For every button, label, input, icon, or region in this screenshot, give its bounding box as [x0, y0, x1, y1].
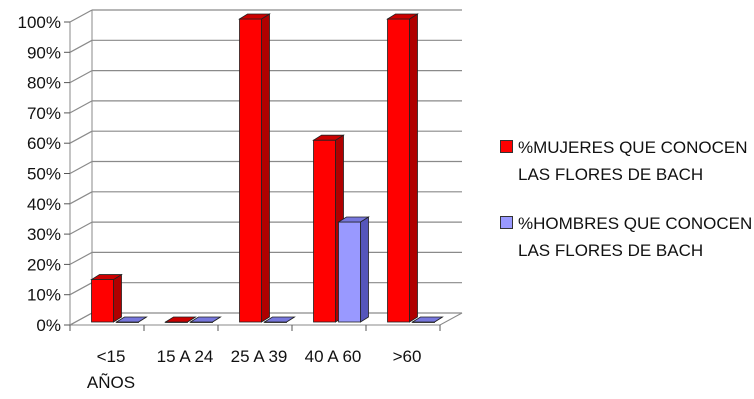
y-tick-label: 70%	[27, 104, 61, 123]
x-tick-label: 15 A 24	[157, 347, 214, 366]
legend: %MUJERES QUE CONOCEN LAS FLORES DE BACH …	[500, 134, 754, 286]
y-tick-label: 10%	[27, 286, 61, 305]
bar-mujeres-0-side	[113, 273, 122, 323]
bar-mujeres-3	[313, 139, 336, 323]
x-tick-label: AÑOS	[87, 373, 135, 392]
gridline-side	[69, 221, 93, 235]
gridline-side	[69, 160, 93, 175]
bar-mujeres-2	[239, 18, 262, 323]
y-tick-label: 90%	[27, 43, 61, 62]
gridline-side	[69, 312, 93, 326]
bar-hombres-3-top	[337, 216, 370, 223]
y-tick-label: 60%	[27, 134, 61, 153]
legend-item-hombres: %HOMBRES QUE CONOCEN LAS FLORES DE BACH	[500, 210, 754, 264]
bar-mujeres-4-top	[386, 13, 419, 20]
gridline-side	[69, 70, 93, 84]
bar-hombres-1-top	[189, 316, 222, 323]
gridline-side	[69, 282, 93, 296]
bar-mujeres-4	[387, 18, 410, 323]
gridline-side	[69, 191, 93, 205]
y-tick-label: 0%	[36, 316, 61, 335]
bar-hombres-2-top	[263, 316, 296, 323]
y-tick-label: 30%	[27, 225, 61, 244]
bar-mujeres-1-top	[164, 316, 197, 323]
bar-hombres-4-top	[411, 316, 444, 323]
gridline-side	[69, 130, 93, 144]
bar-mujeres-2-top	[238, 13, 271, 20]
x-tick-label: 25 A 39	[231, 347, 288, 366]
gridline-side	[69, 9, 93, 23]
gridline-side	[69, 39, 93, 53]
bar-mujeres-4-side	[409, 13, 418, 323]
legend-label-mujeres: %MUJERES QUE CONOCEN LAS FLORES DE BACH	[518, 138, 748, 184]
x-tick-label: <15	[97, 347, 126, 366]
y-tick-label: 80%	[27, 74, 61, 93]
legend-label-hombres: %HOMBRES QUE CONOCEN LAS FLORES DE BACH	[518, 214, 753, 260]
y-tick-label: 40%	[27, 195, 61, 214]
y-tick-label: 20%	[27, 255, 61, 274]
bar-mujeres-3-top	[312, 134, 345, 141]
x-tick-label: >60	[393, 347, 422, 366]
gridline-side	[69, 251, 93, 265]
bar-hombres-3-side	[360, 216, 369, 323]
bar-hombres-3	[338, 221, 361, 323]
y-tick-label: 50%	[27, 165, 61, 184]
bar-mujeres-0-top	[90, 274, 123, 280]
gridline-side	[69, 100, 93, 114]
y-tick-label: 100%	[18, 13, 61, 32]
y-axis-ticks: 0% 10% 20% 30% 40% 50% 60% 70% 80% 90% 100%	[18, 13, 61, 335]
x-axis-ticks: <15 AÑOS 15 A 24 25 A 39 40 A 60 >60	[87, 347, 422, 392]
legend-item-mujeres: %MUJERES QUE CONOCEN LAS FLORES DE BACH	[500, 134, 754, 188]
legend-swatch-mujeres	[500, 140, 513, 153]
x-tick-label: 40 A 60	[305, 347, 362, 366]
bars	[90, 13, 444, 323]
bar-mujeres-0	[91, 279, 114, 323]
bar-mujeres-2-side	[261, 13, 270, 323]
legend-swatch-hombres	[500, 216, 513, 229]
bar-hombres-0-top	[115, 316, 148, 323]
